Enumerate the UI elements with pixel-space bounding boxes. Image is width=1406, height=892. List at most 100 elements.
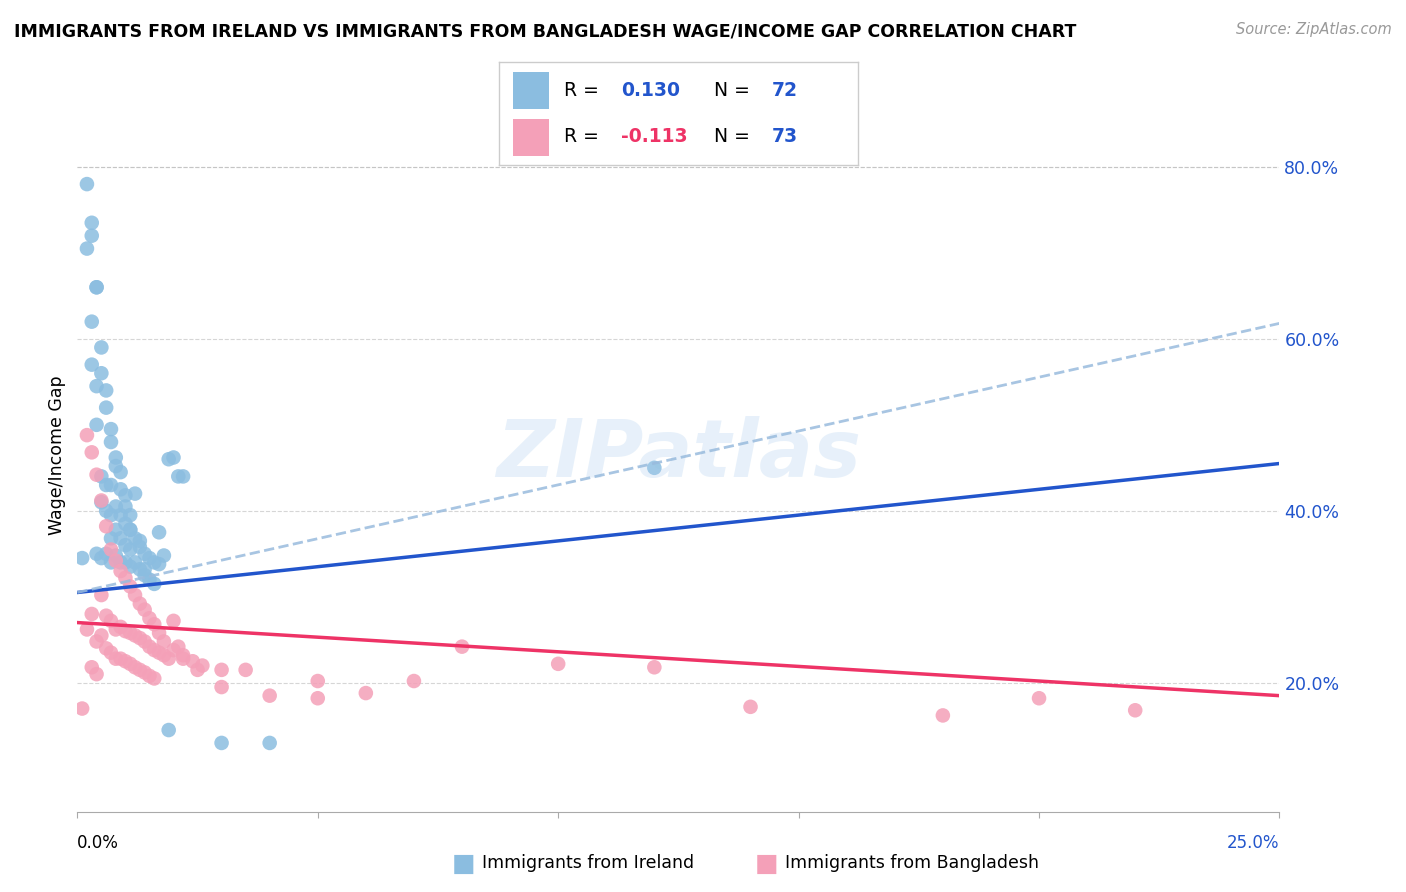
Point xyxy=(143,643,166,657)
Point xyxy=(90,495,112,509)
Point xyxy=(138,640,160,654)
Point xyxy=(90,366,112,380)
Point xyxy=(70,701,93,715)
Text: 0.130: 0.130 xyxy=(621,81,681,100)
Point xyxy=(134,665,156,680)
Point xyxy=(80,445,103,459)
Point xyxy=(162,450,184,465)
Point xyxy=(76,177,98,191)
Point xyxy=(128,533,150,548)
Text: 73: 73 xyxy=(772,128,797,146)
Point xyxy=(100,508,122,522)
Bar xyxy=(513,119,550,156)
Point xyxy=(153,549,176,563)
Point xyxy=(104,459,127,474)
Point xyxy=(70,551,93,566)
Point xyxy=(134,568,156,582)
Point xyxy=(134,547,156,561)
Point xyxy=(100,542,122,557)
Point xyxy=(114,500,136,514)
Point xyxy=(181,654,204,668)
Point xyxy=(162,614,184,628)
Point xyxy=(80,660,103,674)
Point xyxy=(100,614,122,628)
Text: ■: ■ xyxy=(453,852,475,875)
Point xyxy=(104,623,127,637)
Point xyxy=(90,551,112,566)
Point xyxy=(211,736,233,750)
Point xyxy=(120,559,142,574)
Point xyxy=(76,242,98,256)
Point xyxy=(259,689,281,703)
Point xyxy=(1123,703,1146,717)
Y-axis label: Wage/Income Gap: Wage/Income Gap xyxy=(48,376,66,534)
Text: 72: 72 xyxy=(772,81,797,100)
Text: 0.0%: 0.0% xyxy=(77,834,120,852)
Point xyxy=(235,663,257,677)
Point xyxy=(128,540,150,554)
Point xyxy=(153,634,176,648)
Text: R =: R = xyxy=(564,128,605,146)
Point xyxy=(157,723,180,737)
Point xyxy=(110,483,132,497)
Point xyxy=(124,628,146,642)
Point xyxy=(110,465,132,479)
Point xyxy=(110,620,132,634)
Point xyxy=(153,648,176,663)
Text: -0.113: -0.113 xyxy=(621,128,688,146)
Point xyxy=(1028,691,1050,706)
Point xyxy=(643,460,665,475)
Bar xyxy=(513,71,550,109)
Point xyxy=(96,384,118,398)
Point xyxy=(100,646,122,660)
Point xyxy=(90,341,112,355)
Point xyxy=(96,504,118,518)
Point xyxy=(104,450,127,465)
Point xyxy=(114,654,136,668)
Text: N =: N = xyxy=(714,81,756,100)
Point xyxy=(80,216,103,230)
Point xyxy=(120,657,142,671)
Point xyxy=(172,469,194,483)
Point xyxy=(110,651,132,665)
Point xyxy=(143,577,166,591)
Point xyxy=(211,663,233,677)
Point xyxy=(643,660,665,674)
Point xyxy=(124,555,146,569)
Point xyxy=(167,640,190,654)
Point xyxy=(96,401,118,415)
Point xyxy=(172,648,194,663)
Point xyxy=(128,562,150,576)
Point xyxy=(96,608,118,623)
Point xyxy=(138,551,160,566)
Point xyxy=(128,631,150,645)
Text: R =: R = xyxy=(564,81,605,100)
Point xyxy=(124,531,146,545)
Point xyxy=(96,641,118,656)
Point xyxy=(96,547,118,561)
Point xyxy=(120,523,142,537)
Point xyxy=(211,680,233,694)
Point xyxy=(86,467,108,482)
Point xyxy=(114,488,136,502)
Text: Immigrants from Ireland: Immigrants from Ireland xyxy=(482,855,695,872)
Point xyxy=(110,564,132,578)
Point xyxy=(148,646,170,660)
Point xyxy=(138,669,160,683)
Point xyxy=(740,699,762,714)
Point xyxy=(120,579,142,593)
Point xyxy=(80,228,103,243)
Point xyxy=(120,542,142,557)
Text: IMMIGRANTS FROM IRELAND VS IMMIGRANTS FROM BANGLADESH WAGE/INCOME GAP CORRELATIO: IMMIGRANTS FROM IRELAND VS IMMIGRANTS FR… xyxy=(14,22,1077,40)
Point xyxy=(138,573,160,587)
Text: ■: ■ xyxy=(755,852,778,875)
Point xyxy=(148,557,170,571)
Point xyxy=(187,663,209,677)
Point xyxy=(120,523,142,537)
Point xyxy=(80,315,103,329)
Point xyxy=(104,554,127,568)
Point xyxy=(86,667,108,681)
Point xyxy=(80,358,103,372)
Point xyxy=(100,478,122,492)
Point xyxy=(402,673,425,688)
